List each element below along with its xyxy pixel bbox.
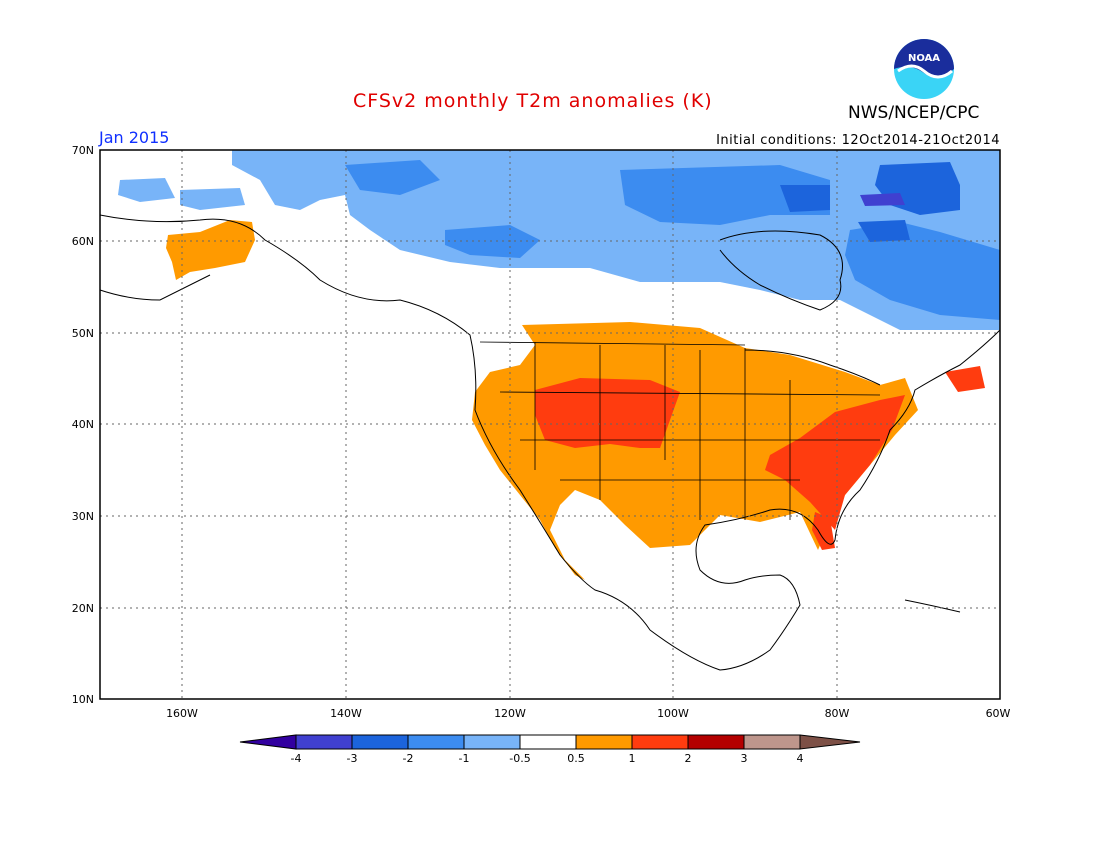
warm-anomaly-southeast	[765, 395, 905, 530]
lon-label: 160W	[166, 707, 198, 720]
legend-swatch	[575, 734, 633, 750]
cool-anomaly-quebec	[845, 222, 1000, 320]
cool-anomaly-north-canada	[232, 150, 1000, 330]
warm-anomaly-great-basin	[535, 378, 680, 448]
initial-conditions-label: Initial conditions: 12Oct2014-21Oct2014	[716, 133, 1000, 148]
state-borders	[479, 341, 881, 520]
color-legend	[239, 734, 861, 750]
legend-swatch	[743, 734, 801, 750]
legend-labels: -4 -3 -2 -1 -0.5 0.5 1 2 3 4	[291, 752, 804, 765]
cool-anomaly-baffin	[780, 185, 830, 212]
valid-month-label: Jan 2015	[99, 128, 170, 147]
legend-swatch	[463, 734, 521, 750]
warm-anomaly-florida	[812, 512, 835, 550]
cool-anomaly-labrador	[858, 220, 910, 242]
legend-swatch	[687, 734, 745, 750]
legend-swatch-above-max	[799, 734, 861, 750]
gridlines	[100, 150, 1000, 699]
map-frame	[99, 149, 1001, 700]
legend-label: -1	[459, 752, 470, 765]
cool-anomaly-baffin-east	[875, 162, 960, 215]
lon-label: 80W	[825, 707, 850, 720]
legend-swatch	[407, 734, 465, 750]
lon-label: 60W	[986, 707, 1011, 720]
map-title: CFSv2 monthly T2m anomalies (K)	[353, 90, 713, 112]
cold-anomaly-baffin-core	[860, 193, 905, 206]
cool-anomaly-arctic-west	[118, 178, 175, 202]
legend-label: -4	[291, 752, 302, 765]
legend-label: 2	[685, 752, 692, 765]
legend-swatch	[519, 734, 577, 750]
latitude-labels: 70N 60N 50N 40N 30N 20N 10N	[72, 144, 94, 706]
lat-label: 40N	[72, 418, 94, 431]
legend-label: 4	[797, 752, 804, 765]
legend-swatch	[631, 734, 689, 750]
lat-label: 60N	[72, 235, 94, 248]
lat-label: 50N	[72, 327, 94, 340]
logo-text: NOAA	[908, 53, 940, 64]
coastlines	[99, 214, 1001, 671]
lat-label: 10N	[72, 693, 94, 706]
agency-label: NWS/NCEP/CPC	[848, 103, 980, 123]
legend-swatch-below-min	[239, 734, 297, 750]
cool-anomaly-hudson	[620, 165, 830, 225]
legend-label: -0.5	[509, 752, 530, 765]
cool-anomaly-alaska-north	[180, 188, 245, 210]
warm-anomaly-alaska	[166, 220, 255, 280]
lon-label: 140W	[330, 707, 362, 720]
warm-anomaly-northeast	[945, 366, 985, 392]
legend-swatch	[351, 734, 409, 750]
lat-label: 70N	[72, 144, 94, 157]
legend-label: 1	[629, 752, 636, 765]
lon-label: 120W	[494, 707, 526, 720]
warm-anomaly-conus	[472, 322, 918, 580]
lat-label: 20N	[72, 602, 94, 615]
legend-swatch	[295, 734, 353, 750]
lon-label: 100W	[657, 707, 689, 720]
cool-anomaly-yukon	[345, 160, 440, 195]
legend-label: -3	[347, 752, 358, 765]
legend-label: 3	[741, 752, 748, 765]
noaa-logo: NOAA	[894, 39, 954, 99]
legend-label: 0.5	[567, 752, 585, 765]
legend-label: -2	[403, 752, 414, 765]
anomaly-shading	[118, 150, 1000, 580]
lat-label: 30N	[72, 510, 94, 523]
cool-anomaly-central-canada	[445, 225, 540, 258]
longitude-labels: 160W 140W 120W 100W 80W 60W	[166, 707, 1010, 720]
